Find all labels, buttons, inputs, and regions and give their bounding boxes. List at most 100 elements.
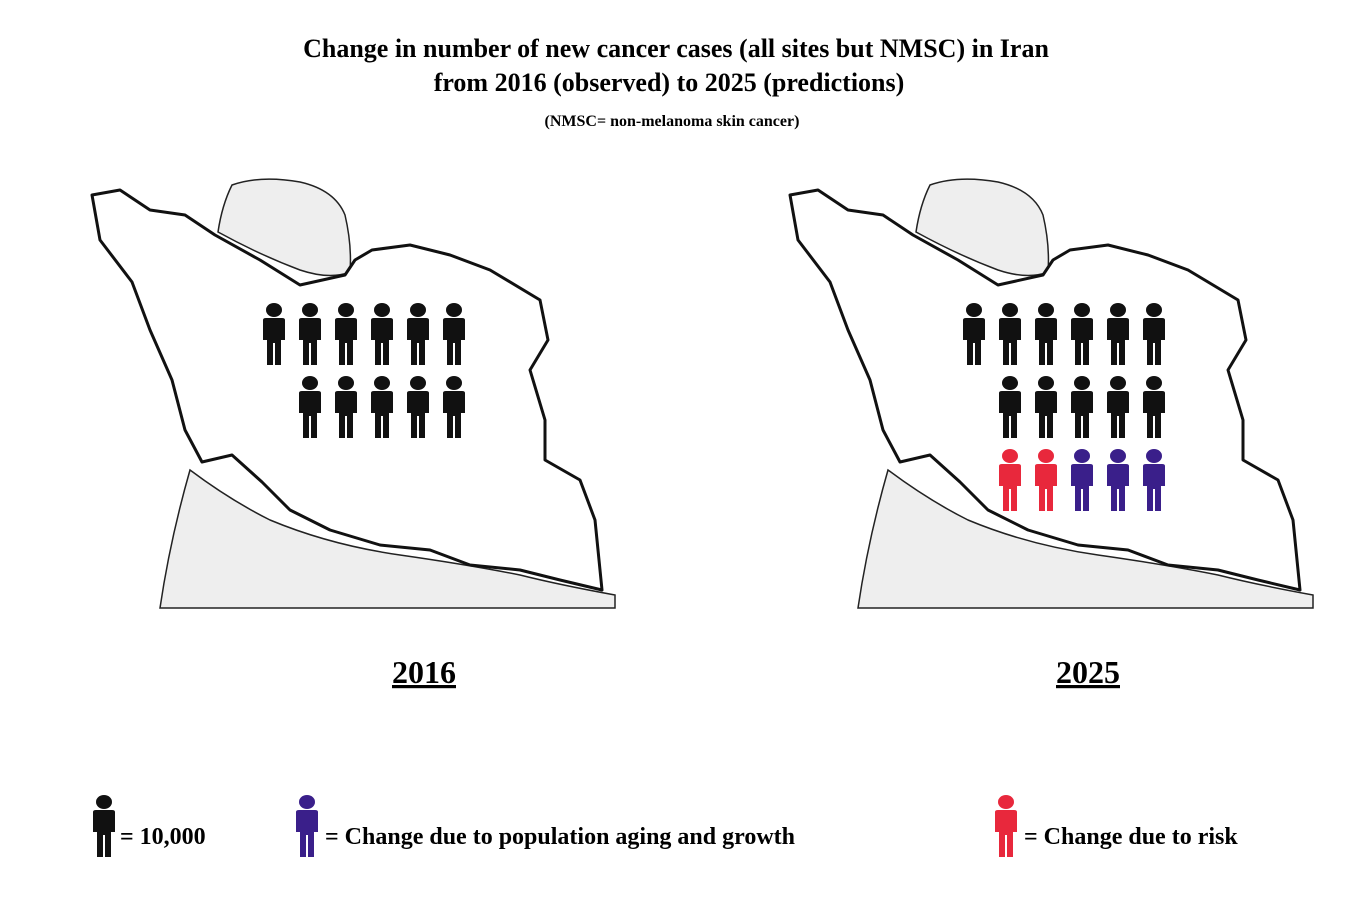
icon-body xyxy=(299,318,321,365)
person-icon xyxy=(1071,376,1093,438)
icon-head xyxy=(1038,376,1054,390)
person-icon xyxy=(1107,303,1129,365)
icon-body xyxy=(299,391,321,438)
person-icon xyxy=(1143,376,1165,438)
person-icon xyxy=(443,303,465,365)
icon-body xyxy=(999,391,1021,438)
icon-head xyxy=(1038,303,1054,317)
icon-head xyxy=(302,303,318,317)
icon-body xyxy=(407,318,429,365)
person-icon xyxy=(1071,449,1093,511)
icon-body xyxy=(999,318,1021,365)
icon-body xyxy=(963,318,985,365)
map xyxy=(90,178,616,609)
person-icon xyxy=(299,376,321,438)
year-label: 2025 xyxy=(1056,654,1120,690)
person-icon xyxy=(999,376,1021,438)
person-icon xyxy=(995,795,1017,857)
icon-head xyxy=(1074,376,1090,390)
icon-head xyxy=(410,376,426,390)
icon-body xyxy=(1035,318,1057,365)
icon-head xyxy=(299,795,315,809)
icon-body xyxy=(443,391,465,438)
icon-head xyxy=(1002,449,1018,463)
icon-head xyxy=(410,303,426,317)
icon-body xyxy=(1071,464,1093,511)
person-icon xyxy=(93,795,115,857)
person-icon xyxy=(1035,376,1057,438)
person-icon xyxy=(1143,303,1165,365)
icon-body xyxy=(407,391,429,438)
icon-head xyxy=(266,303,282,317)
icon-body xyxy=(296,810,318,857)
person-icon xyxy=(299,303,321,365)
person-icon xyxy=(1035,303,1057,365)
legend-label: = Change due to risk xyxy=(1024,824,1238,850)
icon-head xyxy=(1110,449,1126,463)
icon-head xyxy=(338,303,354,317)
icon-body xyxy=(335,318,357,365)
person-icon xyxy=(1107,449,1129,511)
person-icon xyxy=(1035,449,1057,511)
icon-head xyxy=(1074,303,1090,317)
icon-body xyxy=(1107,318,1129,365)
icon-head xyxy=(338,376,354,390)
icon-head xyxy=(1146,449,1162,463)
person-icon xyxy=(1143,449,1165,511)
icon-body xyxy=(1035,464,1057,511)
person-icon xyxy=(443,376,465,438)
icon-body xyxy=(1107,391,1129,438)
icon-body xyxy=(93,810,115,857)
icon-head xyxy=(302,376,318,390)
person-icon xyxy=(999,449,1021,511)
icon-head xyxy=(374,376,390,390)
person-icon xyxy=(296,795,318,857)
icon-head xyxy=(446,303,462,317)
legend-label: = Change due to population aging and gro… xyxy=(325,824,795,850)
person-icon xyxy=(407,303,429,365)
person-icon xyxy=(1071,303,1093,365)
icon-body xyxy=(1143,391,1165,438)
icon-head xyxy=(1110,303,1126,317)
icon-head xyxy=(1146,303,1162,317)
person-icon xyxy=(335,303,357,365)
icon-body xyxy=(443,318,465,365)
person-icon xyxy=(335,376,357,438)
icon-body xyxy=(999,464,1021,511)
legend-label: = 10,000 xyxy=(120,824,206,850)
icon-head xyxy=(1110,376,1126,390)
person-icon xyxy=(263,303,285,365)
title: Change in number of new cancer cases (al… xyxy=(303,34,1049,63)
icon-head xyxy=(1146,376,1162,390)
title: from 2016 (observed) to 2025 (prediction… xyxy=(434,68,905,97)
person-icon xyxy=(963,303,985,365)
icon-head xyxy=(1002,376,1018,390)
icon-head xyxy=(374,303,390,317)
person-icon xyxy=(407,376,429,438)
icon-body xyxy=(1071,391,1093,438)
person-icon xyxy=(1107,376,1129,438)
person-icon xyxy=(999,303,1021,365)
icon-head xyxy=(1038,449,1054,463)
icon-body xyxy=(263,318,285,365)
icon-body xyxy=(1143,464,1165,511)
icon-body xyxy=(371,318,393,365)
icon-body xyxy=(371,391,393,438)
icon-head xyxy=(446,376,462,390)
icon-body xyxy=(1035,391,1057,438)
icon-body xyxy=(335,391,357,438)
icon-body xyxy=(1107,464,1129,511)
map xyxy=(788,178,1314,609)
person-icon xyxy=(371,376,393,438)
icon-body xyxy=(995,810,1017,857)
year-label: 2016 xyxy=(392,654,456,690)
person-icon xyxy=(371,303,393,365)
icon-head xyxy=(966,303,982,317)
icon-head xyxy=(1074,449,1090,463)
icon-body xyxy=(1071,318,1093,365)
icon-body xyxy=(1143,318,1165,365)
icon-head xyxy=(1002,303,1018,317)
icon-head xyxy=(96,795,112,809)
icon-head xyxy=(998,795,1014,809)
